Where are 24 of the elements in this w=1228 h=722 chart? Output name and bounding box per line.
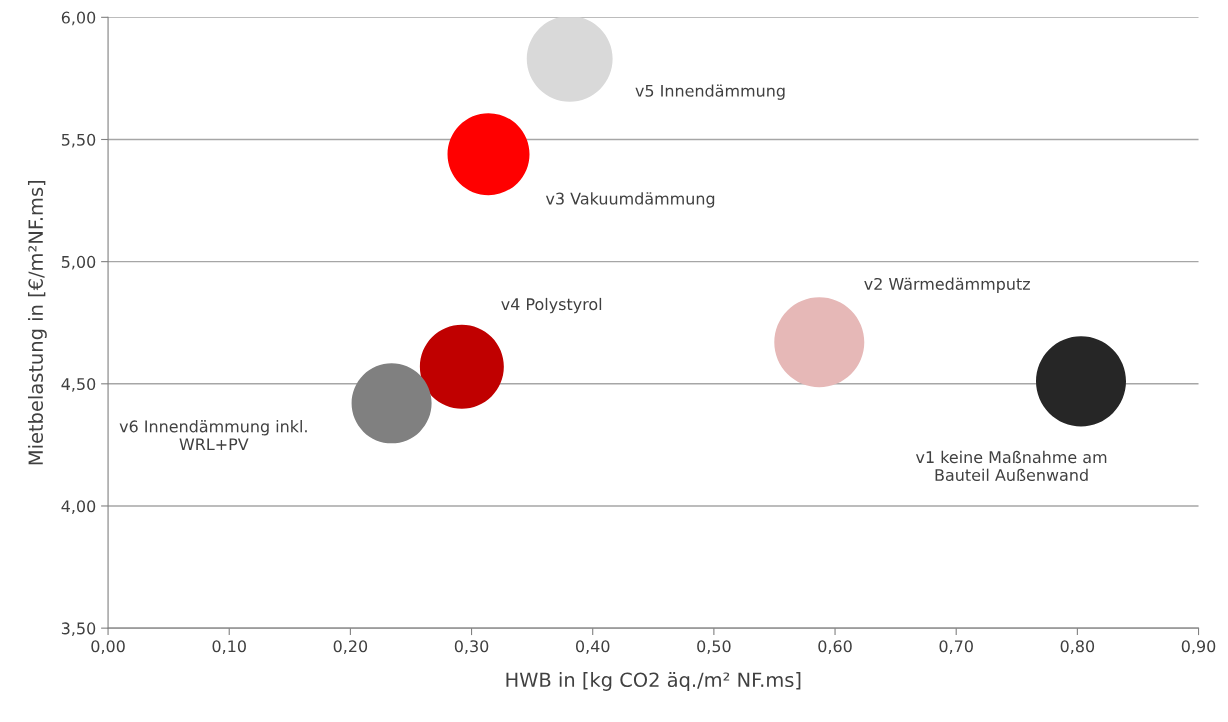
x-tick-label: 0,30 (454, 640, 489, 654)
text: v6 Innendämmung inkl. WRL+PV (119, 420, 307, 451)
x-tick-label: 0,90 (1181, 640, 1216, 654)
x-tick-label: 0,40 (575, 640, 610, 654)
y-tick-label: 3,50 (61, 622, 96, 637)
x-tick-label: 0,10 (212, 640, 246, 654)
x-tick-label: 0,50 (697, 640, 731, 654)
y-tick-label: 4,00 (61, 500, 96, 514)
x-tick-label: 0,70 (939, 640, 973, 654)
series-label: v5 Innendämmung (635, 84, 785, 100)
x-tick-label: 0,00 (91, 640, 125, 654)
series-label: v3 Vakuumdämmung (545, 192, 715, 208)
y-tick-label: 4,50 (61, 378, 96, 392)
x-tick-label: 0,80 (1060, 640, 1095, 654)
x-axis-title: HWB in [kg CO2 äq./m² NF.ms] (506, 672, 801, 691)
x-tick-label: 0,20 (333, 640, 368, 654)
series-label: v2 Wärmedämmputz (864, 277, 1030, 294)
series-label: v1 keine Maßnahme am Bauteil Außenwand (915, 450, 1107, 482)
y-tick-label: 5,00 (61, 255, 96, 270)
y-tick-label: 5,50 (61, 133, 96, 148)
x-tick-label: 0,60 (818, 640, 852, 654)
y-axis-title: Mietbelastung in [€/m²NF.ms] (27, 180, 47, 465)
series-label: v4 Polystyrol (501, 297, 602, 314)
y-tick-label: 6,00 (61, 11, 96, 26)
